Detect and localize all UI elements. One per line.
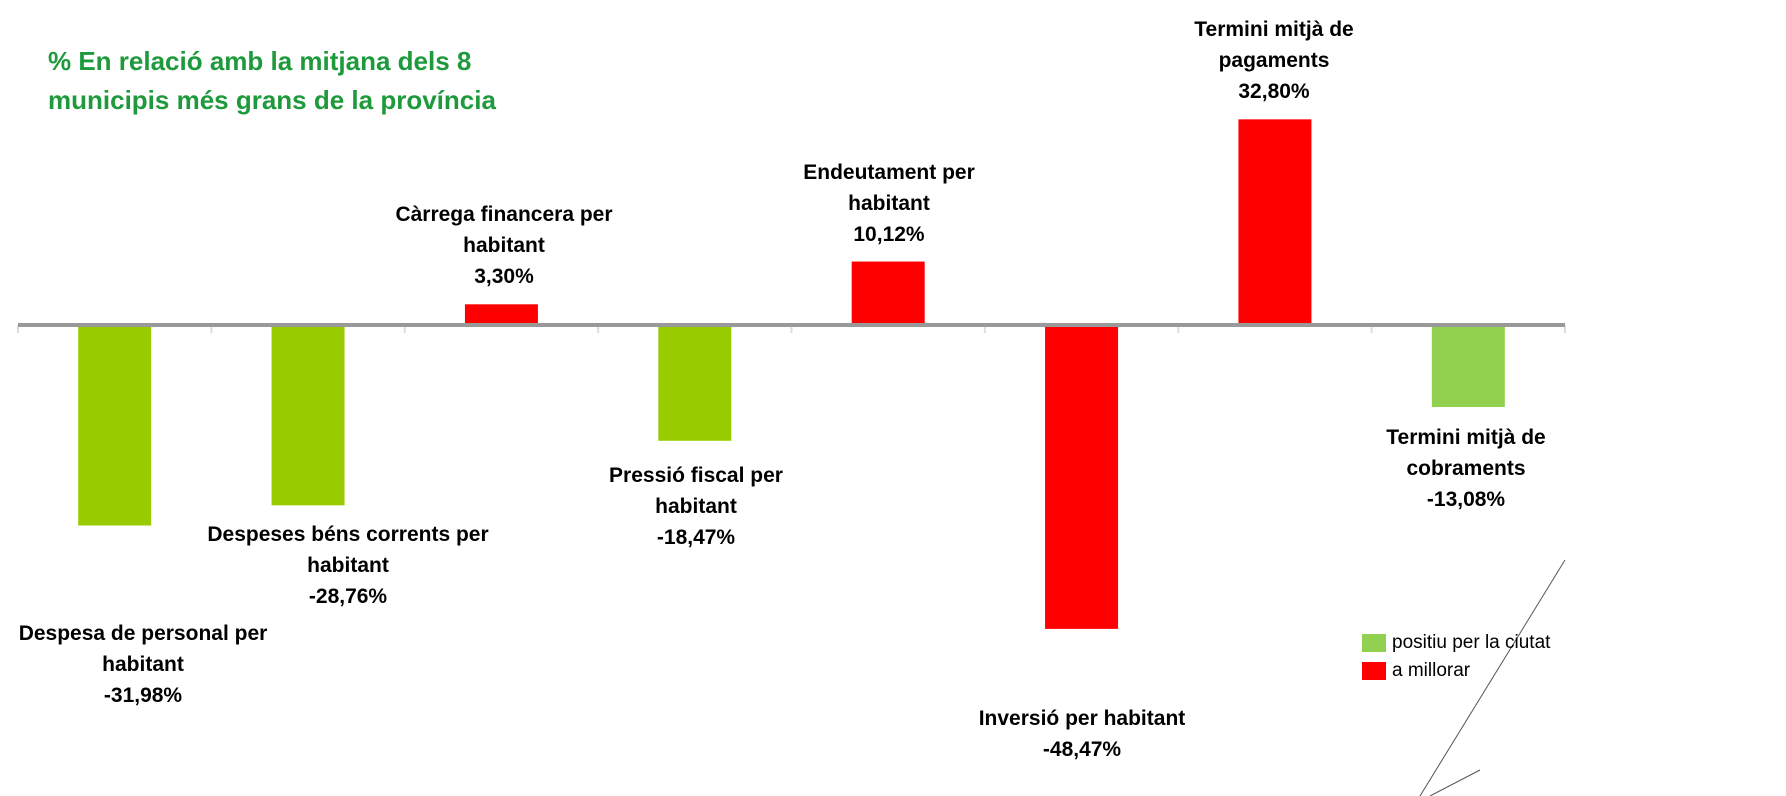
bar [271, 325, 345, 506]
value-label: -13,08% [1426, 488, 1506, 511]
data-label: Endeutament per habitant 10,12% [774, 157, 1004, 250]
category-label: Endeutament per habitant [803, 160, 975, 215]
legend-item: a millorar [1362, 660, 1470, 682]
category-label: Termini mitjà de cobraments [1386, 426, 1546, 480]
chart-title: % En relació amb la mitjana dels 8 munic… [48, 46, 496, 115]
bar [1045, 325, 1119, 629]
data-label: Despesa de personal per habitant -31,98% [0, 618, 293, 711]
legend-label: positiu per la ciutat [1392, 632, 1551, 653]
data-label: Càrrega financera per habitant 3,30% [364, 199, 644, 292]
legend-label: a millorar [1392, 660, 1471, 681]
data-label: Inversió per habitant -48,47% [942, 703, 1222, 765]
value-label: 3,30% [474, 265, 534, 289]
bar [1431, 325, 1505, 408]
legend-swatch [1362, 662, 1386, 680]
data-label: Despeses béns corrents per habitant -28,7… [198, 519, 498, 612]
bar [78, 325, 152, 526]
category-label: Càrrega financera per habitant [395, 203, 613, 258]
legend-item: positiu per la ciutat [1362, 632, 1550, 654]
data-label: Termini mitjà de pagaments 32,80% [1159, 14, 1389, 107]
bar [851, 261, 925, 325]
value-label: -18,47% [656, 525, 736, 549]
category-label: Termini mitjà de pagaments [1194, 18, 1354, 73]
category-label: Despesa de personal per habitant [18, 621, 268, 676]
value-label: 10,12% [853, 222, 925, 246]
value-label: -31,98% [103, 683, 183, 707]
bar [1238, 119, 1312, 326]
bar [658, 325, 732, 441]
data-label: Termini mitjà de cobraments -13,08% [1356, 422, 1576, 515]
category-label: Despeses béns corrents per habitant [207, 523, 489, 578]
bar [464, 304, 538, 325]
value-label: -48,47% [1042, 737, 1122, 761]
value-label: 32,80% [1238, 80, 1310, 104]
value-label: -28,76% [308, 585, 388, 609]
decoration [1419, 559, 1566, 796]
data-label: Pressió fiscal per habitant -18,47% [581, 460, 811, 553]
decoration [1429, 769, 1481, 796]
legend-swatch [1362, 634, 1386, 652]
category-label: Inversió per habitant [978, 706, 1186, 730]
category-label: Pressió fiscal per habitant [609, 463, 783, 518]
